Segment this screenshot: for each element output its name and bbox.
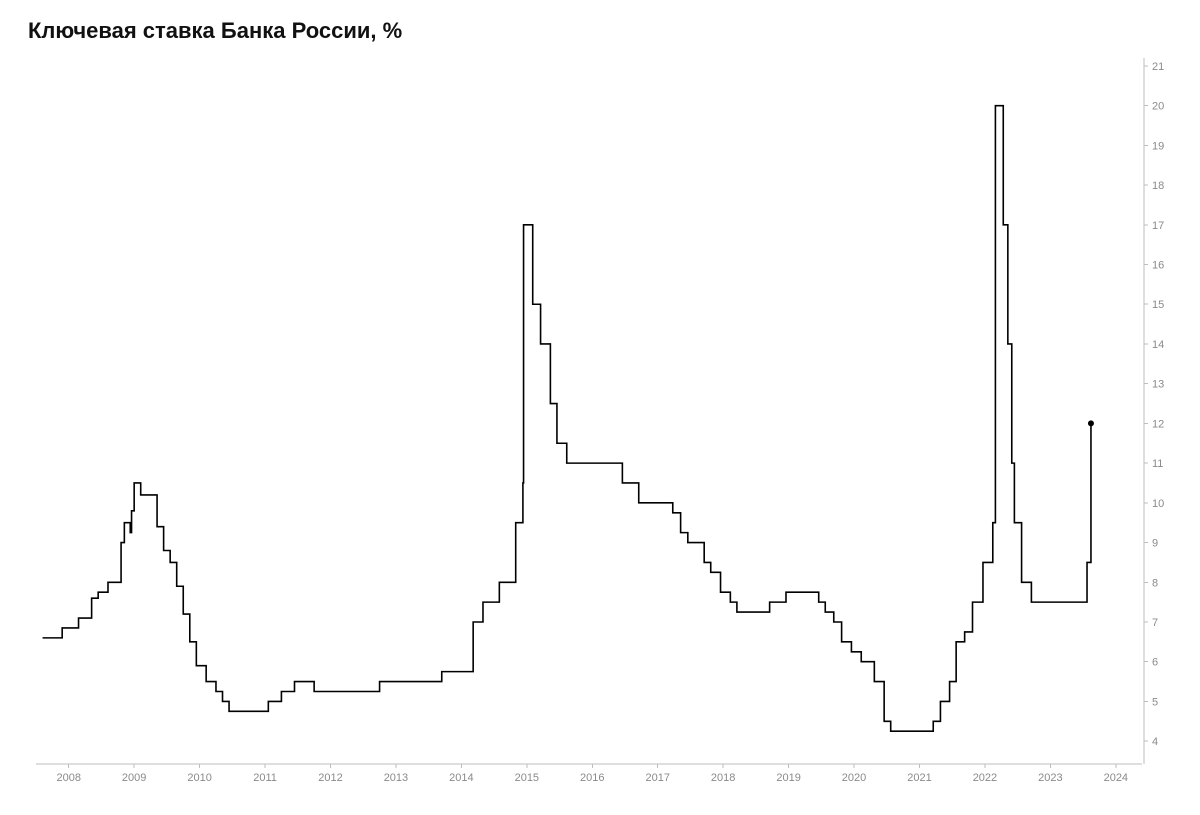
svg-text:2011: 2011 [253,772,277,784]
svg-text:2024: 2024 [1104,772,1128,784]
svg-text:2008: 2008 [56,772,80,784]
svg-text:10: 10 [1152,498,1164,510]
chart-title: Ключевая ставка Банка России, % [28,18,1178,44]
line-chart-svg: 2008200920102011201220132014201520162017… [28,50,1178,795]
svg-text:20: 20 [1152,101,1164,113]
chart-card: Ключевая ставка Банка России, % 2008 2009… [0,0,1200,815]
svg-text:2013: 2013 [384,772,408,784]
svg-text:2019: 2019 [776,772,800,784]
svg-text:2021: 2021 [907,772,931,784]
svg-text:2016: 2016 [580,772,604,784]
svg-text:16: 16 [1152,260,1164,272]
svg-text:5: 5 [1152,696,1158,708]
svg-text:4: 4 [1152,736,1158,748]
svg-text:18: 18 [1152,180,1164,192]
svg-text:2014: 2014 [449,772,473,784]
svg-text:7: 7 [1152,617,1158,629]
svg-text:2012: 2012 [318,772,342,784]
svg-text:2018: 2018 [711,772,735,784]
svg-text:13: 13 [1152,379,1164,391]
chart-area: 2008200920102011201220132014201520162017… [28,50,1178,795]
svg-text:19: 19 [1152,140,1164,152]
svg-text:14: 14 [1152,339,1164,351]
svg-text:2023: 2023 [1038,772,1062,784]
svg-text:15: 15 [1152,299,1164,311]
svg-text:6: 6 [1152,657,1158,669]
svg-text:2022: 2022 [973,772,997,784]
svg-text:12: 12 [1152,418,1164,430]
svg-text:2017: 2017 [645,772,669,784]
svg-text:11: 11 [1152,458,1163,470]
svg-text:2009: 2009 [122,772,146,784]
svg-text:2010: 2010 [187,772,211,784]
svg-text:8: 8 [1152,577,1158,589]
svg-text:9: 9 [1152,538,1158,550]
svg-text:17: 17 [1152,220,1164,232]
svg-text:2015: 2015 [515,772,539,784]
svg-text:21: 21 [1152,61,1164,73]
svg-text:2020: 2020 [842,772,866,784]
